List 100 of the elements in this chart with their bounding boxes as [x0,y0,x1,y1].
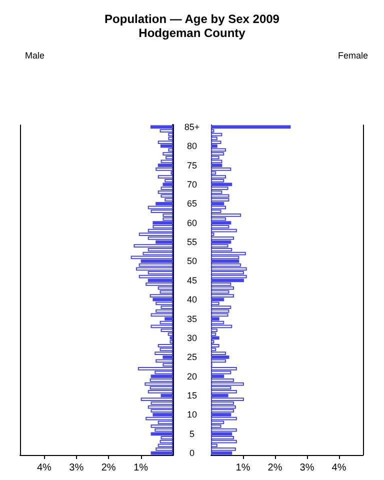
bar [211,382,244,386]
bar [211,244,228,248]
bar [146,416,173,420]
x-tick-label: 4% [332,462,346,474]
y-tick-label: 0 [189,448,195,458]
y-tick-label: 30 [186,332,198,343]
bar [211,440,237,444]
x-tick-label: 1% [236,462,250,474]
x-tick-label: 2% [268,462,282,474]
y-tick-label: 80 [186,141,198,152]
y-tick-label: 65 [186,198,198,209]
bar [211,416,237,420]
bar [211,152,224,156]
bar [211,436,234,440]
bar [211,221,232,225]
bar [130,256,173,260]
bar [211,405,236,409]
bar [211,306,232,309]
bar [156,359,173,363]
bar [154,428,173,432]
bar [148,405,173,409]
y-tick-label: 40 [186,294,198,305]
x-tick-label: 4% [36,462,52,474]
bar [156,302,173,306]
y-tick-label: 60 [186,218,198,228]
x-tick-label: 1% [134,462,148,474]
bar [211,260,240,263]
bar [136,267,173,271]
bar [158,175,173,178]
bar [211,148,226,152]
bar [211,355,230,359]
bar [150,409,173,413]
y-tick-label: 50 [186,256,198,266]
bar [211,240,232,244]
bar [211,428,237,432]
bar [154,352,173,355]
bar [150,432,173,436]
bar [211,344,220,348]
bar [211,125,291,129]
y-tick-label: 20 [186,371,198,382]
bar [211,271,244,274]
bar [160,440,173,444]
bar [152,221,173,225]
bar [170,336,173,340]
bar [211,324,232,328]
bar [156,167,173,171]
bar [211,175,226,178]
bar [211,409,234,413]
bar [211,160,222,164]
bar [211,359,226,363]
bar [160,144,173,148]
y-tick-label: 55 [186,237,198,248]
bar [211,182,232,186]
bar [211,366,237,370]
bar [211,213,242,217]
bar [211,186,228,190]
x-tick-label: 3% [300,462,314,474]
bar [211,332,216,336]
bar [160,186,173,190]
bar [211,236,234,240]
bar [211,390,237,394]
bar [211,398,244,402]
bar [211,252,246,256]
bar [211,274,247,278]
bar [150,125,173,129]
bar [158,344,173,348]
y-tick-label: 5 [189,428,195,439]
x-tick-label: 3% [69,462,84,474]
y-tick-label: 35 [186,314,198,324]
bar [152,298,173,302]
bar [138,232,173,236]
bar [211,294,234,298]
bar [162,152,173,156]
bar [134,244,173,248]
bar [138,366,173,370]
bar [211,448,236,451]
bar [211,140,222,144]
bar [211,451,232,455]
y-tick-label: 70 [186,179,198,190]
bar [211,278,244,282]
bar [211,132,222,136]
x-tick-label: 2% [101,462,116,474]
y-tick-label: 15 [186,390,198,401]
bar [211,286,234,290]
bar [158,190,173,194]
bar [150,424,173,428]
bar [211,313,228,317]
y-axis-title: Female [338,50,368,60]
chart-subtitle: Hodgeman County [138,26,246,40]
bar [150,374,173,378]
y-tick-label: 45 [186,275,198,286]
bar [211,167,232,171]
bar [144,382,173,386]
bar [150,210,173,214]
y-tick-label: 10 [186,410,198,420]
bar [140,398,173,402]
bar [211,198,230,202]
bar [146,282,173,286]
bar [148,206,173,210]
y-axis-title: Male [25,50,45,60]
